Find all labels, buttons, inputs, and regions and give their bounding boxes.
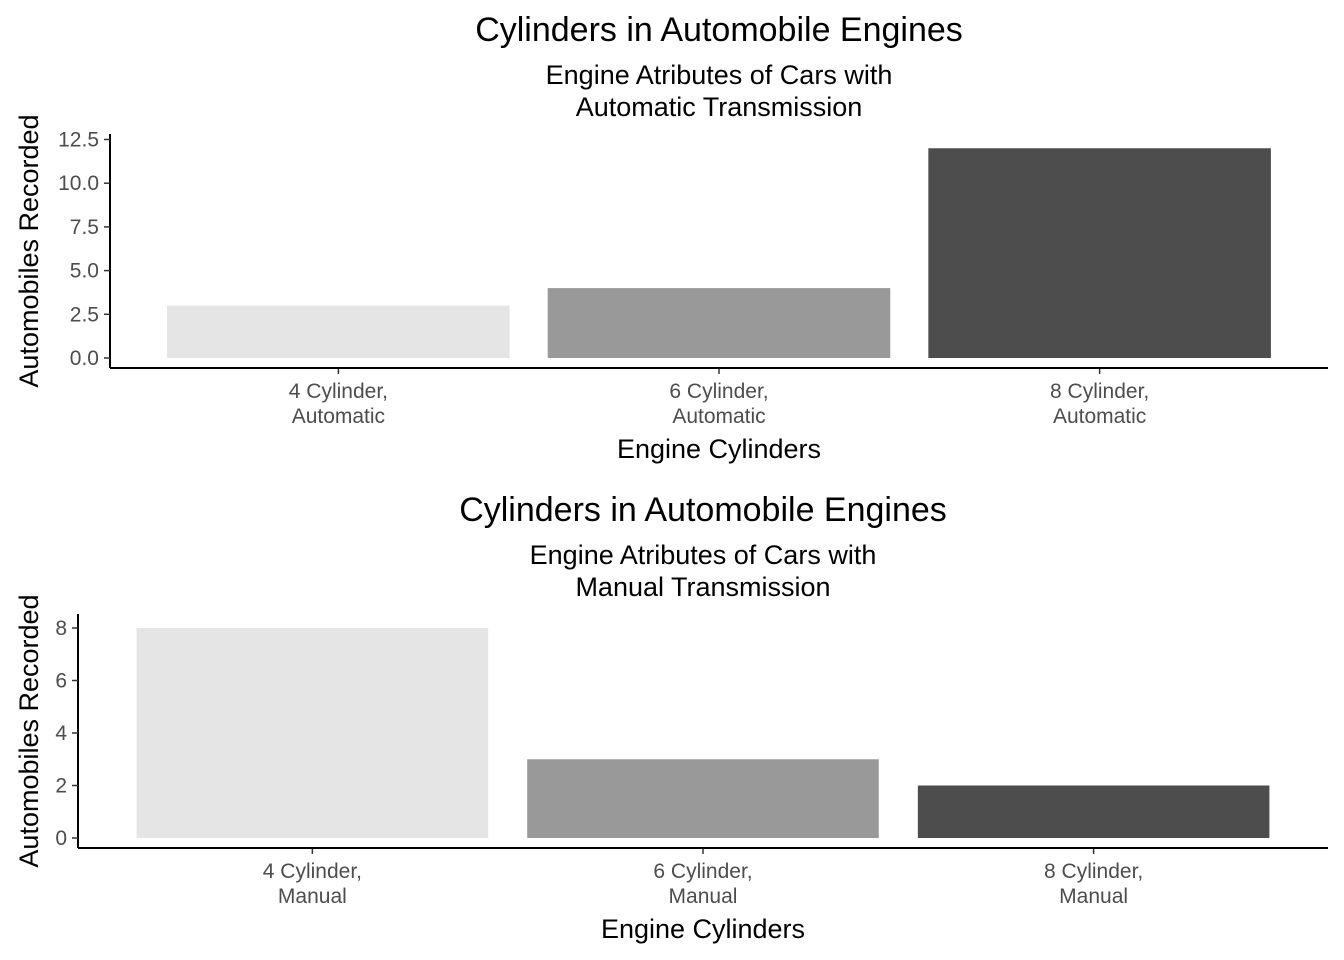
y-tick-label: 8 bbox=[55, 617, 67, 640]
x-tick-label: Manual bbox=[1059, 885, 1128, 908]
x-axis-title: Engine Cylinders bbox=[601, 914, 805, 944]
bar bbox=[928, 148, 1271, 358]
x-axis-title: Engine Cylinders bbox=[617, 434, 821, 464]
x-tick-label: Automatic bbox=[672, 405, 765, 428]
y-tick-label: 7.5 bbox=[70, 216, 99, 239]
x-tick-label: 4 Cylinder, bbox=[263, 860, 362, 883]
chart-subtitle-line: Manual Transmission bbox=[575, 572, 830, 602]
bar bbox=[167, 305, 510, 358]
x-tick-label: Manual bbox=[669, 885, 738, 908]
y-tick-label: 12.5 bbox=[58, 129, 99, 152]
y-tick-label: 10.0 bbox=[58, 172, 99, 195]
y-axis-title: Automobiles Recorded bbox=[14, 594, 44, 867]
bar bbox=[527, 759, 879, 838]
x-tick-label: 6 Cylinder, bbox=[653, 860, 752, 883]
y-tick-label: 2.5 bbox=[70, 303, 99, 326]
x-tick-label: 6 Cylinder, bbox=[669, 380, 768, 403]
x-tick-label: 8 Cylinder, bbox=[1044, 860, 1143, 883]
y-tick-label: 0.0 bbox=[70, 347, 99, 370]
x-tick-label: Manual bbox=[278, 885, 347, 908]
bar bbox=[917, 785, 1270, 838]
y-tick-label: 5.0 bbox=[70, 260, 99, 283]
x-tick-label: 4 Cylinder, bbox=[289, 380, 388, 403]
y-axis-title: Automobiles Recorded bbox=[14, 114, 44, 387]
y-tick-label: 6 bbox=[55, 670, 67, 693]
chart-title: Cylinders in Automobile Engines bbox=[475, 11, 963, 49]
y-tick-label: 2 bbox=[55, 775, 67, 798]
chart-panel-1: Cylinders in Automobile Engines Engine At… bbox=[14, 11, 1328, 464]
x-tick-label: 8 Cylinder, bbox=[1050, 380, 1149, 403]
bar bbox=[136, 628, 489, 838]
y-tick-label: 4 bbox=[55, 722, 67, 745]
chart-subtitle-line: Automatic Transmission bbox=[576, 92, 863, 122]
y-tick-label: 0 bbox=[55, 827, 67, 850]
chart-subtitle-line: Engine Atributes of Cars with bbox=[530, 540, 877, 570]
chart-subtitle-line: Engine Atributes of Cars with bbox=[546, 60, 893, 90]
x-tick-label: Automatic bbox=[292, 405, 385, 428]
chart-panel-2: Cylinders in Automobile Engines Engine At… bbox=[14, 491, 1328, 944]
x-tick-label: Automatic bbox=[1053, 405, 1146, 428]
chart-title: Cylinders in Automobile Engines bbox=[459, 491, 947, 529]
bar bbox=[547, 288, 891, 358]
